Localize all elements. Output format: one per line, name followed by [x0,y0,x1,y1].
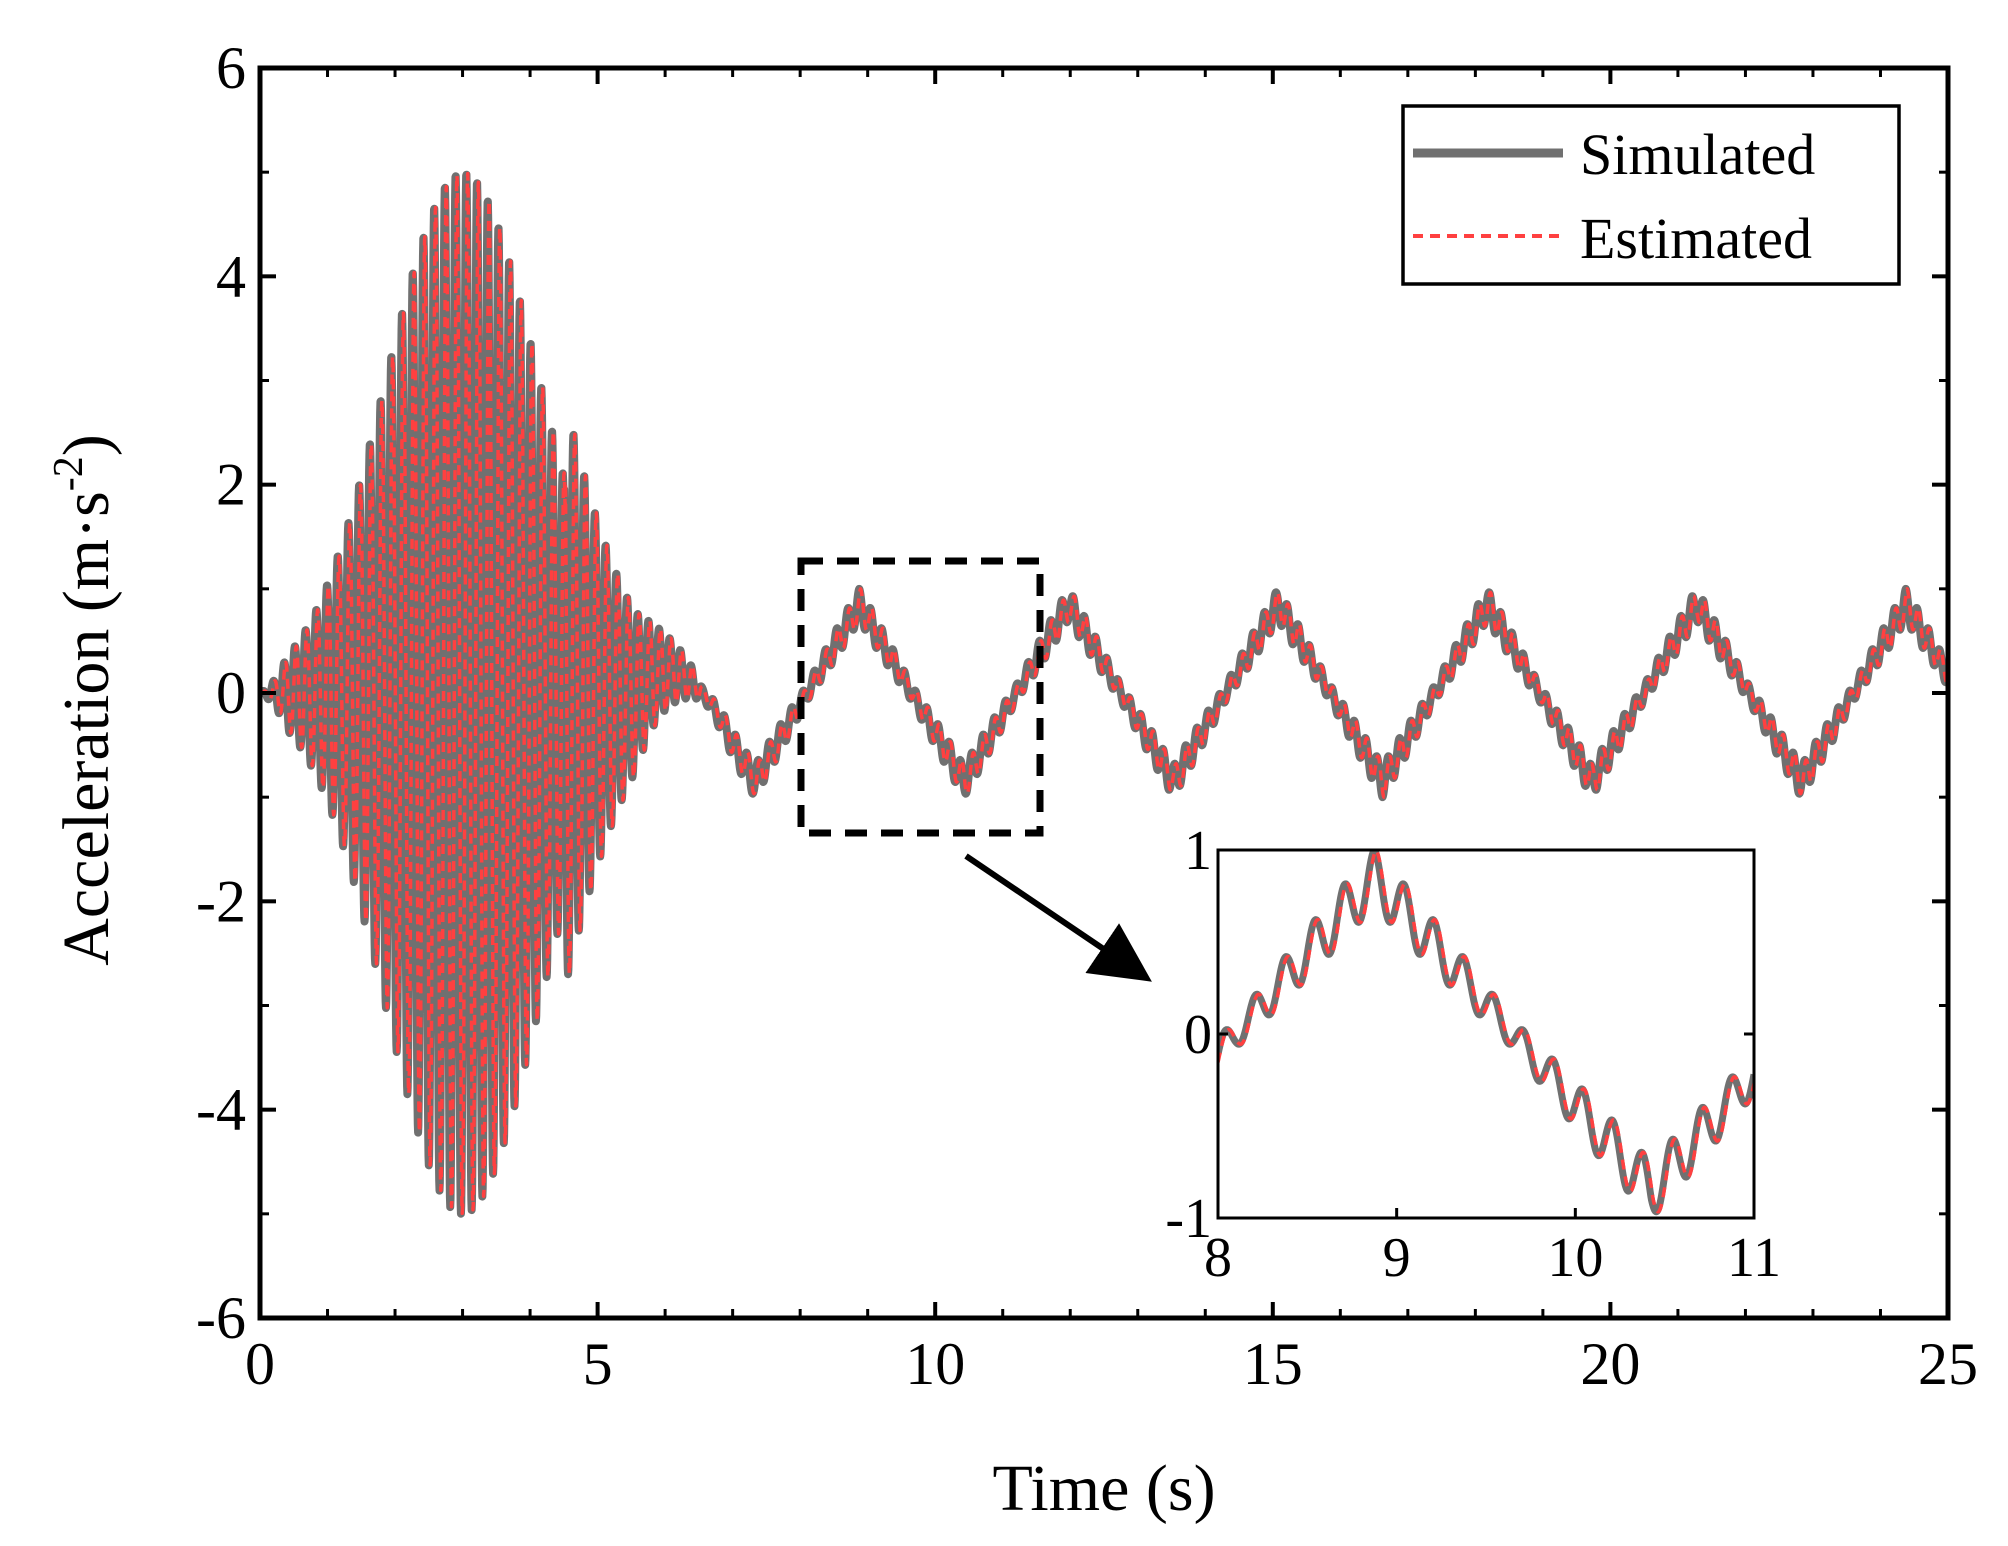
inset-y-tick-label: 0 [1184,1004,1212,1066]
main-series-layer [260,170,1948,1218]
inset-series-layer [1218,850,1754,1216]
y-tick-label: 4 [216,243,246,309]
x-tick-label: 10 [905,1331,965,1397]
inset-x-tick-label: 9 [1383,1227,1411,1289]
series-line-estimated [260,171,1948,1216]
inset-y-tick-label: -1 [1165,1188,1212,1250]
inset-x-tick-label: 8 [1204,1227,1232,1289]
y-tick-label: 2 [216,452,246,518]
legend: Simulated Estimated [1401,104,1901,286]
x-tick-label: 0 [245,1331,275,1397]
y-tick-label: -4 [196,1077,246,1143]
legend-label-estimated: Estimated [1580,206,1812,271]
inset-background [1218,850,1754,1218]
legend-label-simulated: Simulated [1580,122,1815,187]
inset-y-tick-label: 1 [1184,820,1212,882]
y-axis-title-main: Acceleration (m·s [50,491,123,966]
zoom-arrow [964,853,1152,982]
zoom-box [797,557,1044,837]
inset-x-tick-label: 10 [1547,1227,1603,1289]
inset-series-line-estimated [1218,850,1754,1214]
y-axis-title-close: ) [50,434,123,456]
x-tick-label: 20 [1580,1331,1640,1397]
inset-ticks: 8 9 10 11 -1 0 1 [1165,820,1781,1289]
legend-box [1401,104,1901,286]
y-tick-label: 6 [216,35,246,101]
x-tick-label: 5 [583,1331,613,1397]
y-axis-title: Acceleration (m·s-2) [46,434,123,966]
y-tick-label: -2 [196,868,246,934]
y-tick-label: 0 [216,660,246,726]
x-tick-label: 25 [1918,1331,1978,1397]
y-axis-title-superscript: -2 [46,456,92,491]
x-tick-label: 15 [1243,1331,1303,1397]
x-axis-title: Time (s) [992,1452,1215,1525]
y-tick-label: -6 [196,1285,246,1351]
inset-x-tick-label: 11 [1727,1227,1781,1289]
